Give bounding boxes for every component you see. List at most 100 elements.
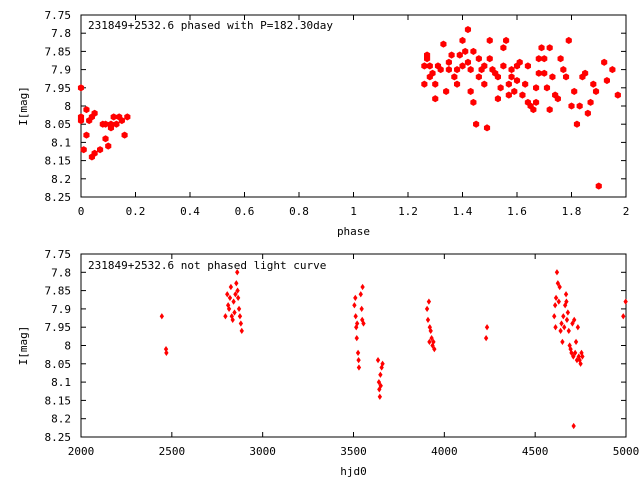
data-point: [571, 353, 576, 360]
data-point: [554, 269, 560, 276]
y-tick-label: 7.75: [45, 248, 72, 261]
data-point: [77, 84, 85, 92]
x-tick-label: 1.4: [453, 205, 473, 218]
data-point: [623, 298, 628, 305]
data-point: [516, 58, 523, 66]
data-point: [80, 146, 87, 154]
data-point: [235, 294, 241, 302]
data-point: [428, 327, 433, 334]
data-point: [497, 84, 504, 92]
x-tick-label: 1.6: [507, 205, 527, 218]
y-tick-label: 7.75: [45, 9, 72, 22]
data-point: [559, 320, 564, 327]
data-point: [354, 320, 360, 327]
data-point: [453, 80, 461, 88]
data-point: [505, 91, 512, 99]
data-point: [580, 353, 585, 360]
data-point: [483, 124, 491, 132]
data-point: [558, 327, 563, 334]
data-point: [592, 87, 600, 95]
data-point: [483, 335, 489, 342]
x-tick-label: 3500: [340, 445, 367, 458]
y-tick-label: 8.2: [51, 173, 71, 186]
data-point: [584, 109, 591, 117]
y-tick-label: 7.9: [51, 303, 71, 316]
data-point: [77, 117, 85, 125]
data-point: [107, 124, 115, 132]
data-point: [481, 80, 488, 88]
data-point: [226, 305, 232, 313]
data-point: [228, 283, 234, 291]
data-point: [227, 294, 233, 302]
data-point: [443, 87, 450, 95]
y-tick-label: 7.85: [45, 45, 72, 58]
data-point: [578, 360, 583, 367]
data-point: [232, 309, 237, 316]
data-point: [511, 87, 518, 95]
data-point: [464, 58, 472, 66]
data-point: [456, 51, 463, 59]
y-tick-label: 7.8: [51, 27, 71, 40]
y-tick-label: 8: [64, 340, 71, 353]
data-point: [562, 324, 567, 331]
data-point: [563, 291, 569, 298]
data-point: [425, 316, 431, 324]
data-point: [513, 76, 521, 85]
data-point: [481, 62, 488, 70]
data-point: [164, 349, 169, 356]
data-point: [595, 182, 602, 190]
data-point: [573, 120, 581, 128]
data-point: [356, 364, 362, 371]
data-point: [102, 135, 109, 143]
y-tick-label: 7.9: [51, 64, 71, 77]
data-point: [353, 294, 358, 302]
data-point: [464, 26, 472, 34]
data-point: [494, 73, 501, 81]
data-point: [533, 84, 540, 92]
data-point: [582, 69, 589, 77]
data-point: [360, 283, 365, 291]
data-point: [590, 80, 597, 88]
unphased-light-curve-panel: 2000 2500 3000 3500 4000 4500 5000 7.75 7.8 7.85 7…: [17, 248, 639, 478]
data-point: [557, 283, 562, 291]
x-tick-label: 2000: [68, 445, 95, 458]
data-point: [451, 73, 458, 81]
y-tick-label: 8.25: [45, 191, 72, 204]
data-point: [426, 62, 433, 70]
data-point: [475, 73, 482, 81]
data-point: [560, 338, 565, 345]
data-point: [555, 280, 561, 287]
data-point: [543, 84, 551, 92]
data-point: [503, 36, 510, 45]
x-tick-label: 5000: [613, 445, 640, 458]
data-point: [546, 44, 553, 52]
data-point: [432, 80, 439, 88]
data-point: [541, 69, 548, 77]
data-point: [500, 62, 507, 70]
data-point: [355, 349, 361, 356]
data-point: [524, 62, 531, 70]
y-tick-label: 8.1: [51, 376, 71, 389]
data-point: [354, 324, 359, 331]
data-point: [571, 87, 578, 95]
phased-y-axis-label: I[mag]: [17, 86, 30, 126]
data-point: [110, 113, 117, 121]
data-point: [235, 287, 240, 294]
phased-light-curve-panel: 0 0.2 0.4 0.6 0.8 1 1.2 1.4 1.6 1.8 2 7.75 7.8 7.85 7.…: [17, 9, 629, 238]
data-point: [453, 66, 461, 74]
data-point: [535, 69, 542, 77]
data-point: [236, 305, 242, 313]
data-point: [467, 87, 474, 95]
unphased-chart-title: 231849+2532.6 not phased light curve: [88, 259, 326, 272]
data-point: [470, 47, 477, 55]
data-point: [575, 324, 581, 331]
data-point: [522, 80, 529, 88]
data-point: [535, 55, 542, 63]
data-point: [484, 324, 490, 331]
data-point: [432, 95, 439, 103]
data-point: [459, 36, 466, 45]
y-tick-label: 8.1: [51, 136, 71, 149]
data-point: [473, 120, 480, 128]
data-point: [124, 113, 131, 121]
y-tick-label: 7.8: [51, 266, 71, 279]
